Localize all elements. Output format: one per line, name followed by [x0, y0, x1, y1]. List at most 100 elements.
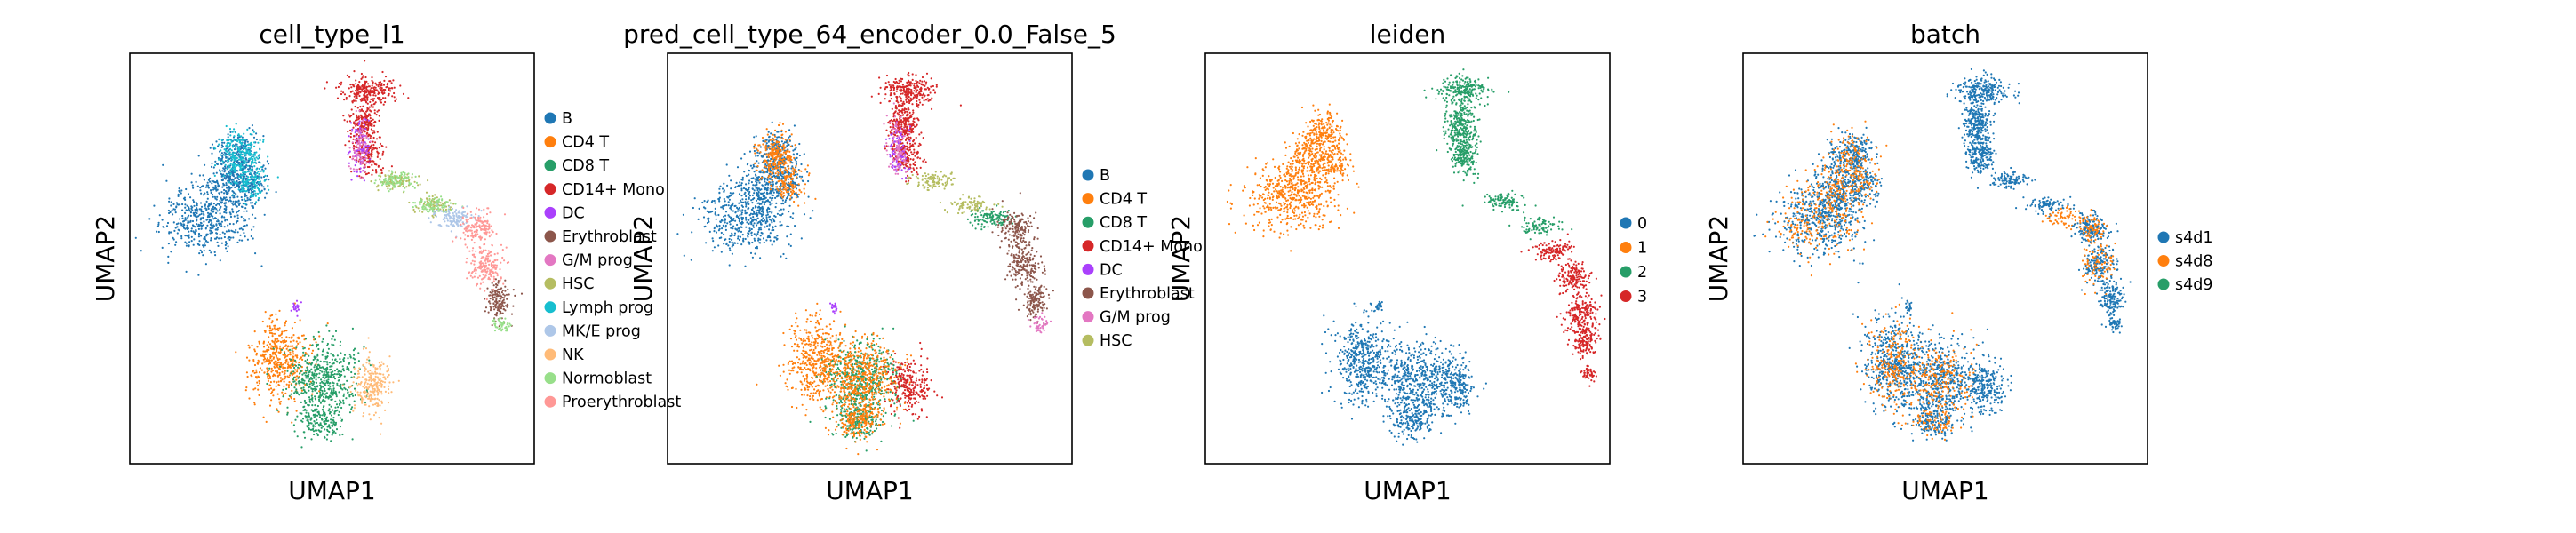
scatter-series-2 [1423, 68, 1510, 179]
scatter-series-lymph-prog [212, 123, 279, 205]
scatter-series-nk [341, 337, 400, 435]
legend-marker [544, 254, 556, 266]
legend: B CD4 T CD8 T CD14+ Mono DC Erythroblast G/M p… [1082, 167, 1203, 350]
axes-frame [1204, 52, 1611, 465]
legend-marker [544, 206, 556, 219]
legend-label: Normoblast [562, 370, 652, 388]
legend-marker [544, 112, 556, 124]
scatter-series-1 [1226, 131, 1360, 252]
legend-marker [544, 348, 556, 361]
legend-marker [544, 159, 556, 171]
legend-label: CD8 T [562, 157, 609, 175]
legend-marker [544, 324, 556, 337]
legend-label: s4d8 [2175, 253, 2213, 271]
panel-title: pred_cell_type_64_encoder_0.0_False_5 [623, 20, 1116, 49]
panel-3: leiden UMAP1 UMAP2 0 1 2 3 [1166, 20, 1647, 505]
scatter-series-s4d1 [1946, 68, 2020, 189]
scatter-series-s4d8 [2068, 209, 2116, 307]
legend-label: MK/E prog [562, 322, 641, 340]
legend-label: HSC [562, 275, 595, 293]
y-axis-label: UMAP2 [628, 215, 658, 303]
scatter-series-1 [1295, 103, 1355, 196]
x-axis-label: UMAP1 [288, 476, 376, 505]
scatter-series-cd8-t [809, 325, 915, 452]
panel-2: pred_cell_type_64_encoder_0.0_False_5 UMA… [623, 20, 1203, 505]
legend-marker [1620, 266, 1632, 278]
panel-title: batch [1910, 20, 1980, 49]
scatter-series-0 [1366, 321, 1471, 446]
scatter-points [1753, 68, 2132, 442]
legend-label: s4d1 [2175, 229, 2213, 247]
legend-label: CD14+ Mono [562, 181, 665, 199]
scatter-series-g-m-prog [348, 109, 372, 179]
x-axis-label: UMAP1 [1901, 476, 1989, 505]
scatter-series-s4d1 [2104, 314, 2123, 334]
legend-marker [1620, 290, 1632, 302]
scatter-series-3 [1580, 365, 1597, 387]
scatter-series-s4d8 [1884, 312, 1978, 441]
scatter-series-3 [1566, 320, 1602, 367]
legend-marker [544, 372, 556, 385]
legend-marker [544, 277, 556, 290]
scatter-series-cd4-t [753, 122, 817, 207]
scatter-points [676, 71, 1054, 456]
legend-marker [1082, 193, 1094, 205]
legend-marker [1620, 217, 1632, 229]
scatter-series-g-m-prog [1027, 312, 1052, 334]
legend-label: 0 [1637, 215, 1647, 233]
scatter-series-cd8-t [266, 324, 372, 449]
scatter-series-2 [1484, 189, 1573, 241]
legend: B CD4 T CD8 T CD14+ Mono DC Erythroblast G/M p… [544, 110, 681, 411]
scatter-series-0 [1424, 344, 1487, 425]
legend-label: 1 [1637, 240, 1647, 258]
legend-marker [1082, 263, 1094, 275]
panel-1: cell_type_l1 UMAP1 UMAP2 B CD4 T CD8 T CD14+ M… [91, 20, 681, 505]
scatter-series-2 [1450, 114, 1476, 207]
axes-frame [667, 52, 1073, 465]
legend-label: s4d9 [2175, 276, 2213, 294]
legend-marker [2157, 255, 2170, 266]
legend: s4d1 s4d8 s4d9 [2157, 229, 2213, 294]
legend-label: DC [562, 204, 585, 222]
legend-marker [544, 136, 556, 148]
scatter-series-normoblast [373, 170, 464, 213]
legend-label: 2 [1637, 264, 1647, 282]
scatter-series-b [676, 131, 814, 267]
legend-marker [1082, 287, 1094, 299]
y-axis-label: UMAP2 [91, 215, 120, 303]
legend-marker [1620, 242, 1632, 253]
scatter-series-s4d8 [1828, 120, 1888, 200]
legend-label: Erythroblast [562, 228, 657, 246]
scatter-series-cd4-t [813, 323, 913, 456]
legend-marker [1082, 240, 1094, 252]
axes-frame [129, 52, 535, 465]
scatter-points [1226, 68, 1606, 446]
scatter-series-s4d8 [2041, 205, 2086, 231]
legend-label: Proerythroblast [562, 394, 681, 411]
legend-marker [1082, 169, 1094, 181]
scatter-series-erythroblast [991, 192, 1047, 301]
legend-label: HSC [1100, 332, 1132, 350]
axes-frame [1742, 52, 2148, 465]
scatter-series-cd8-t [966, 204, 1017, 231]
legend-label: CD4 T [1100, 191, 1147, 209]
scatter-series-erythroblast [484, 278, 524, 328]
legend-label: Erythroblast [1100, 285, 1195, 303]
legend-marker [544, 183, 556, 195]
legend-marker [544, 301, 556, 314]
scatter-series-b [134, 141, 267, 276]
panel-title: cell_type_l1 [259, 20, 404, 49]
scatter-series-s4d1 [1949, 353, 2012, 418]
legend-label: DC [1100, 261, 1123, 279]
scatter-series-cd4-t [756, 302, 857, 417]
scatter-series-cd14-mono [882, 341, 944, 429]
panel-4: batch UMAP1 UMAP2 s4d1 s4d8 s4d9 [1704, 20, 2213, 505]
legend-label: G/M prog [1100, 309, 1171, 327]
x-axis-label: UMAP1 [1364, 476, 1452, 505]
legend-marker [1082, 334, 1094, 346]
scatter-series-dc [829, 302, 838, 315]
legend: 0 1 2 3 [1620, 215, 1647, 306]
legend-marker [1082, 311, 1094, 323]
legend-label: CD8 T [1100, 214, 1147, 232]
scatter-series-3 [1553, 258, 1606, 344]
